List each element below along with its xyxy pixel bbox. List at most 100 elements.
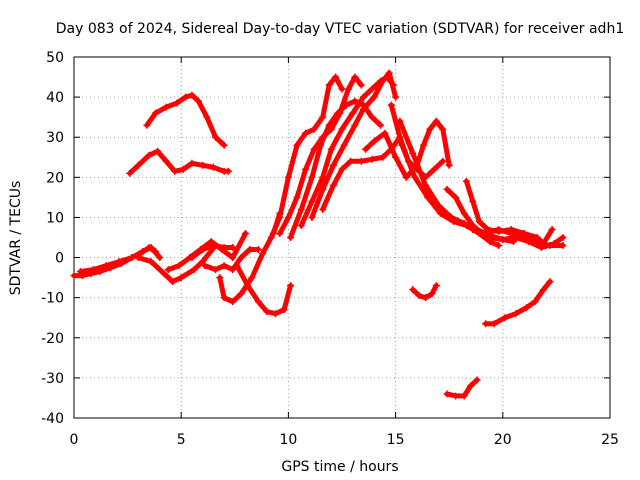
data-point xyxy=(443,185,451,193)
data-point xyxy=(254,298,262,306)
y-tick-label: 10 xyxy=(46,210,64,226)
data-point xyxy=(443,390,451,398)
data-point xyxy=(70,272,78,280)
data-point xyxy=(171,167,179,175)
data-point xyxy=(370,137,378,145)
y-tick-label: 20 xyxy=(46,170,64,186)
data-point xyxy=(220,294,228,302)
data-point xyxy=(147,244,155,252)
data-point xyxy=(387,101,395,109)
y-tick-label: -20 xyxy=(41,331,64,347)
data-point xyxy=(434,201,442,209)
data-point xyxy=(229,266,237,274)
data-point xyxy=(490,320,498,328)
data-point xyxy=(469,197,477,205)
data-point xyxy=(415,292,423,300)
data-point xyxy=(194,97,202,105)
data-point xyxy=(280,306,288,314)
data-point xyxy=(156,254,164,262)
data-point xyxy=(495,242,503,250)
data-point xyxy=(89,266,97,274)
data-point xyxy=(154,147,162,155)
data-point xyxy=(338,165,346,173)
data-point xyxy=(224,167,232,175)
data-point xyxy=(179,165,187,173)
series-line xyxy=(388,102,501,248)
series-arc-07 xyxy=(201,246,262,274)
series-line xyxy=(444,377,480,399)
data-point xyxy=(327,145,335,153)
data-point xyxy=(188,91,196,99)
data-point xyxy=(284,213,292,221)
data-point xyxy=(102,262,110,270)
data-point xyxy=(310,125,318,133)
data-point xyxy=(462,177,470,185)
data-point xyxy=(287,234,295,241)
data-point xyxy=(308,197,316,205)
data-point xyxy=(169,278,177,286)
data-point xyxy=(246,246,254,254)
data-point xyxy=(199,161,207,169)
data-point xyxy=(473,376,481,384)
data-point xyxy=(319,205,327,213)
series-line xyxy=(144,92,227,148)
data-point xyxy=(432,282,440,290)
series-line xyxy=(483,279,553,327)
data-point xyxy=(276,229,284,237)
data-point xyxy=(422,294,430,302)
data-point xyxy=(76,268,84,276)
data-point xyxy=(209,163,217,171)
data-point xyxy=(452,392,460,400)
series-arc-01 xyxy=(143,91,228,149)
data-point xyxy=(507,234,515,241)
data-point xyxy=(287,282,295,290)
data-point xyxy=(351,73,359,81)
data-point xyxy=(460,219,468,227)
data-point xyxy=(426,125,434,133)
data-point xyxy=(293,141,301,149)
data-point xyxy=(370,93,378,101)
data-point xyxy=(212,266,220,274)
data-point xyxy=(522,304,530,312)
data-point xyxy=(201,262,209,270)
series-arc-10 xyxy=(233,262,295,318)
data-point xyxy=(460,392,468,400)
data-point xyxy=(332,73,340,81)
data-point xyxy=(143,121,151,129)
data-point xyxy=(368,85,376,93)
data-point xyxy=(263,308,271,316)
data-point xyxy=(439,157,447,165)
data-point xyxy=(310,145,318,153)
data-point xyxy=(419,141,427,149)
series-arc-17 xyxy=(362,117,453,181)
data-point xyxy=(398,141,406,149)
data-point xyxy=(340,141,348,149)
series-arc-25 xyxy=(409,282,440,302)
data-point xyxy=(529,238,537,246)
data-point xyxy=(162,103,170,111)
data-point xyxy=(409,286,417,294)
data-point xyxy=(447,213,455,221)
series-line xyxy=(268,74,345,240)
data-point xyxy=(188,159,196,167)
data-point xyxy=(368,113,376,121)
data-point xyxy=(347,157,355,165)
series-arc-24 xyxy=(507,225,556,248)
data-point xyxy=(379,77,387,85)
data-point xyxy=(430,165,438,173)
data-point xyxy=(424,193,432,201)
series-line xyxy=(165,231,248,273)
data-point xyxy=(531,298,539,306)
series-arc-27 xyxy=(443,376,481,400)
data-point xyxy=(293,193,301,201)
data-point xyxy=(357,81,365,89)
data-point xyxy=(199,258,207,266)
data-point xyxy=(486,234,494,241)
data-point xyxy=(422,181,430,189)
data-point xyxy=(550,240,558,248)
data-point xyxy=(392,153,400,161)
data-point xyxy=(308,213,316,221)
data-point xyxy=(359,105,367,113)
data-point xyxy=(319,185,327,193)
